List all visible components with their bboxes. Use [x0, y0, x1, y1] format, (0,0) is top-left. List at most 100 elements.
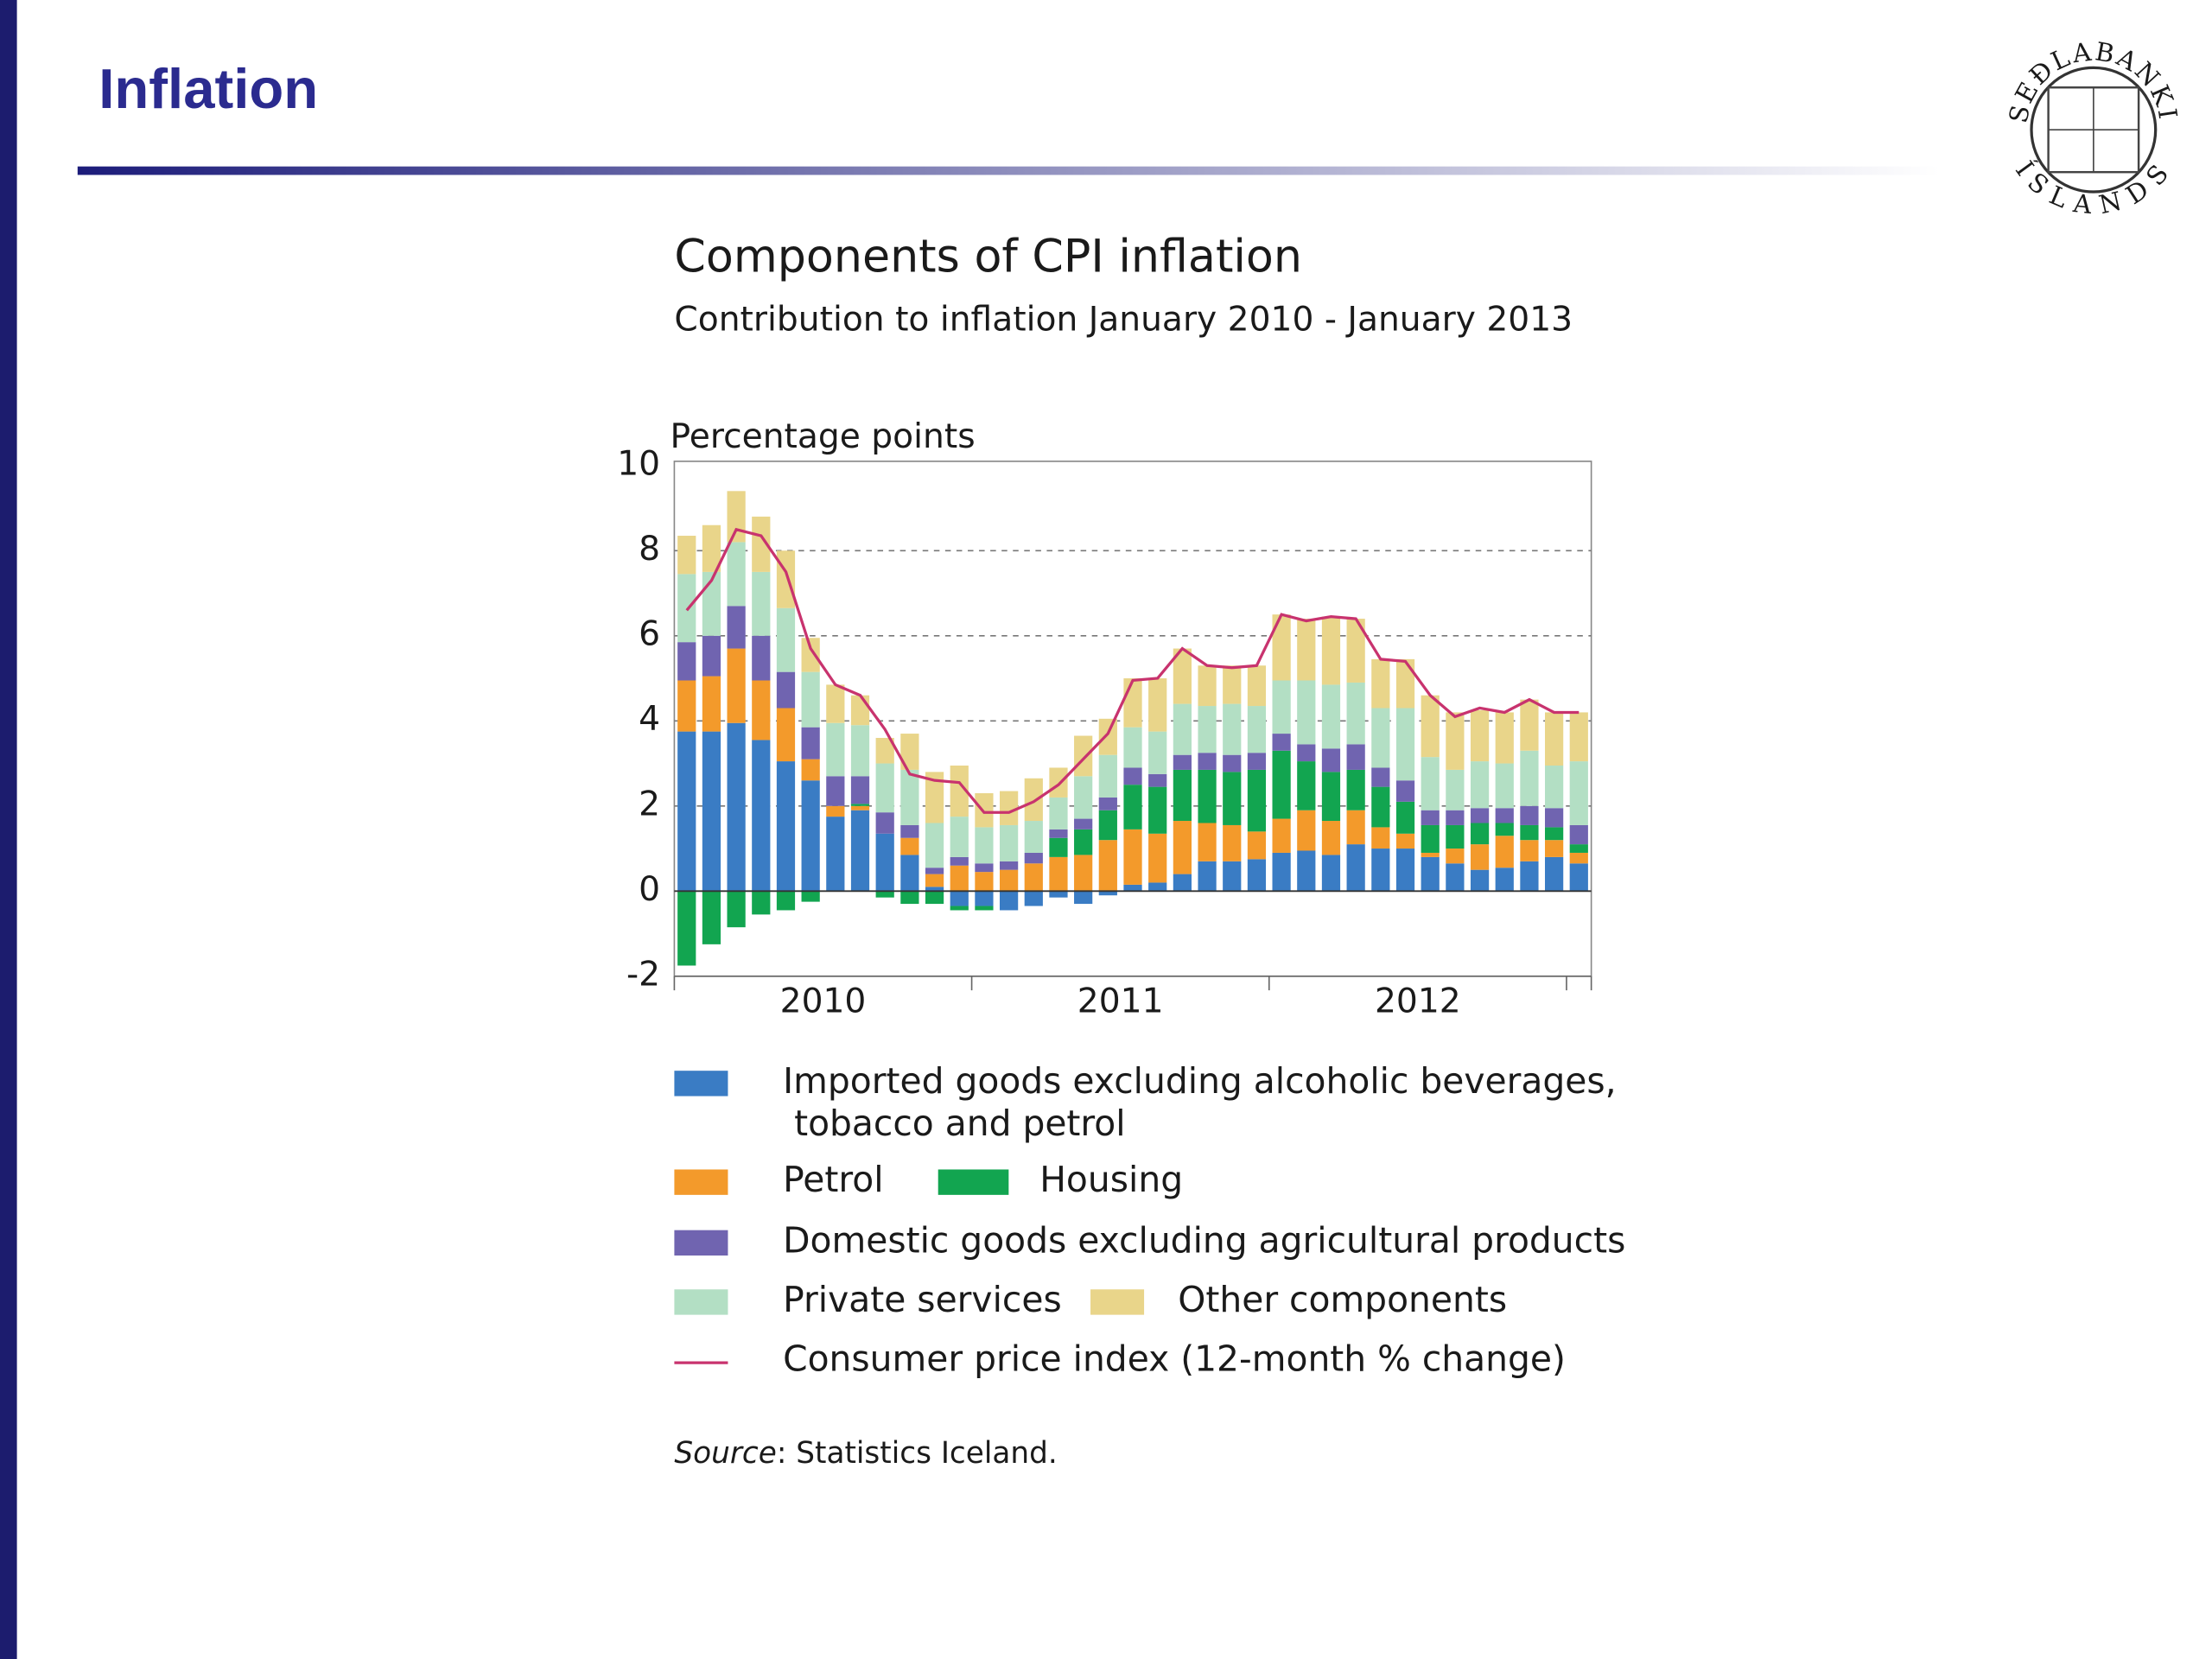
bar-segment — [1123, 678, 1142, 728]
bar-segment — [950, 906, 969, 911]
y-axis-label: Percentage points — [671, 417, 976, 456]
bar-segment — [975, 906, 994, 911]
bar-segment — [1346, 810, 1365, 845]
bar-segment — [776, 607, 796, 672]
bar-segment — [1198, 823, 1217, 861]
bar-segment — [1247, 665, 1267, 707]
bar-segment — [1272, 680, 1291, 734]
bar-segment — [925, 891, 944, 905]
bar-segment — [1321, 855, 1341, 892]
bar-segment — [850, 804, 870, 806]
bar-segment — [1346, 844, 1365, 892]
bar-segment — [925, 772, 944, 823]
bar-segment — [1421, 856, 1440, 892]
bar-segment — [1321, 616, 1341, 685]
bar-segment — [1544, 766, 1564, 809]
bar-segment — [1247, 831, 1267, 860]
bar-segment — [1223, 754, 1242, 772]
bar-segment — [1173, 703, 1192, 755]
bar-segment — [1074, 891, 1093, 905]
bar-segment — [1297, 761, 1316, 810]
bar-segment — [1321, 748, 1341, 772]
bar-segment — [1297, 619, 1316, 681]
bar-segment — [1470, 844, 1490, 870]
bar-segment — [875, 812, 894, 834]
bar-segment — [950, 766, 969, 817]
bar-segment — [1569, 852, 1588, 864]
y-tick-label: 0 — [639, 870, 660, 909]
bar-segment — [727, 648, 746, 723]
bar-segment — [727, 606, 746, 649]
bar-segment — [1049, 797, 1068, 830]
bar-segment — [1223, 772, 1242, 825]
bar-segment — [1371, 767, 1390, 787]
bar-segment — [1346, 744, 1365, 770]
legend-line: Imported goods excluding alcoholic bever… — [783, 1060, 1617, 1102]
legend-line: tobacco and petrol — [783, 1103, 1126, 1144]
bar-segment — [1446, 863, 1465, 892]
bar-segment — [1321, 684, 1341, 749]
bar-segment — [850, 810, 870, 892]
bar-segment — [875, 763, 894, 813]
bar-segment — [1223, 861, 1242, 892]
legend-label: Other components — [1178, 1279, 1507, 1320]
bar-segment — [752, 516, 771, 572]
source-text: : Statistics Iceland. — [777, 1436, 1058, 1471]
bar-segment — [1173, 648, 1192, 704]
bar-segment — [1024, 863, 1043, 892]
bar-segment — [1495, 808, 1514, 823]
bar-segment — [1470, 869, 1490, 892]
bar-segment — [1321, 821, 1341, 855]
bar-segment — [1098, 810, 1117, 841]
legend-swatch — [1090, 1289, 1145, 1315]
bar-segment — [875, 737, 894, 764]
bar-segment — [1371, 827, 1390, 849]
bar-segment — [1247, 706, 1267, 753]
bar-segment — [950, 865, 969, 892]
bar-segment — [1297, 680, 1316, 745]
x-tick-label: 2012 — [1375, 982, 1461, 1020]
x-tick-label: 2010 — [780, 982, 867, 1020]
bar-segment — [1148, 786, 1167, 834]
bar-segment — [727, 491, 746, 543]
bar-segment — [1049, 837, 1068, 857]
bar-segment — [1446, 849, 1465, 864]
bar-segment — [1024, 778, 1043, 822]
bar-segment — [1198, 665, 1217, 707]
bar-segment — [1123, 785, 1142, 830]
title-rule — [77, 166, 1940, 175]
bar-segment — [850, 805, 870, 810]
chart-title: Components of CPI inflation — [674, 231, 1302, 283]
bar-segment — [1123, 884, 1142, 892]
bar-segment — [925, 887, 944, 892]
bar-segment — [1470, 808, 1490, 823]
bar-segment — [677, 536, 696, 575]
legend-label: Petrol — [783, 1159, 883, 1200]
legend-label: Domestic goods excluding agricultural pr… — [783, 1219, 1625, 1261]
bar-segment — [900, 769, 919, 825]
bar-segment — [1049, 829, 1068, 838]
legend-swatch — [674, 1071, 728, 1096]
bar-segment — [1544, 827, 1564, 841]
legend-swatch — [938, 1169, 1009, 1195]
bar-segment — [752, 680, 771, 741]
bar-segment — [1346, 769, 1365, 810]
bar-segment — [677, 731, 696, 892]
bar-segment — [1074, 776, 1093, 819]
bar-segment — [1173, 821, 1192, 874]
y-tick-label: 10 — [617, 444, 660, 483]
bar-segment — [950, 856, 969, 866]
bar-segment — [1346, 682, 1365, 745]
bar-segment — [1123, 829, 1142, 885]
bar-segment — [1446, 712, 1465, 770]
slide-title: Inflation — [99, 57, 318, 120]
bar-segment — [1520, 750, 1539, 806]
bar-segment — [1495, 823, 1514, 836]
bar-segment — [1569, 844, 1588, 853]
bar-segment — [999, 891, 1019, 911]
bar-segment — [1024, 891, 1043, 906]
bar-segment — [1098, 891, 1117, 896]
bar-segment — [1024, 821, 1043, 853]
bar-segment — [975, 827, 994, 864]
